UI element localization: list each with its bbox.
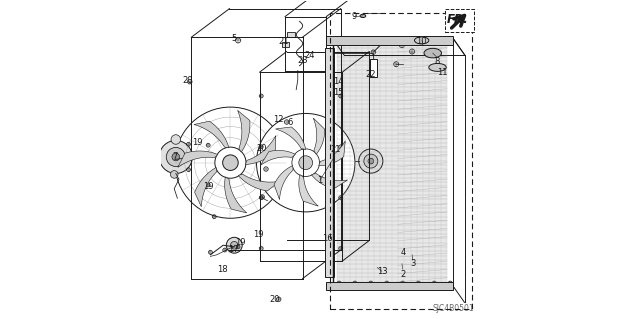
Bar (337, 44, 447, 282)
Ellipse shape (424, 48, 442, 58)
Polygon shape (238, 174, 280, 191)
Polygon shape (195, 167, 216, 207)
Circle shape (170, 171, 178, 178)
Circle shape (227, 237, 242, 253)
Polygon shape (178, 151, 218, 167)
Polygon shape (237, 110, 250, 152)
Text: 14: 14 (333, 77, 344, 86)
Circle shape (429, 50, 436, 56)
Circle shape (159, 140, 193, 174)
Ellipse shape (415, 37, 429, 44)
Text: 2: 2 (400, 270, 405, 279)
Text: 23: 23 (297, 56, 308, 65)
Text: 11: 11 (437, 68, 447, 77)
Text: 8: 8 (435, 56, 440, 65)
Text: 21: 21 (330, 145, 340, 154)
Bar (326, 282, 453, 290)
Bar (324, 48, 333, 277)
Bar (326, 36, 453, 45)
Text: 9: 9 (351, 12, 357, 21)
Circle shape (171, 135, 180, 144)
Text: 3: 3 (410, 259, 416, 268)
Circle shape (230, 241, 238, 249)
Text: 19: 19 (236, 238, 246, 247)
Bar (445, 9, 474, 33)
Circle shape (257, 114, 355, 212)
Text: FR.: FR. (447, 13, 468, 26)
Circle shape (419, 38, 424, 43)
Text: 20: 20 (182, 76, 193, 85)
Text: 6: 6 (287, 118, 293, 128)
Polygon shape (275, 127, 306, 149)
Bar (369, 59, 376, 77)
Polygon shape (245, 136, 276, 165)
Text: 10: 10 (417, 37, 427, 46)
Text: 7: 7 (172, 152, 177, 161)
Text: 24: 24 (305, 51, 315, 60)
Text: 19: 19 (253, 230, 263, 239)
Polygon shape (299, 174, 318, 206)
Polygon shape (274, 166, 293, 200)
Text: 22: 22 (365, 70, 376, 79)
Bar (282, 42, 289, 47)
Circle shape (359, 149, 383, 173)
Circle shape (166, 147, 186, 167)
Text: 16: 16 (322, 234, 333, 243)
Ellipse shape (429, 63, 446, 71)
Circle shape (223, 155, 238, 170)
Polygon shape (194, 121, 229, 148)
Polygon shape (260, 151, 295, 165)
Circle shape (172, 153, 180, 161)
Text: 15: 15 (333, 88, 344, 97)
Text: 4: 4 (401, 248, 406, 257)
Text: 18: 18 (217, 264, 227, 274)
Bar (330, 13, 472, 309)
Polygon shape (225, 177, 246, 213)
Text: 13: 13 (376, 267, 387, 276)
Text: 19: 19 (193, 137, 203, 146)
Circle shape (368, 158, 374, 164)
Polygon shape (313, 118, 324, 154)
Circle shape (435, 64, 441, 70)
Bar (287, 32, 294, 37)
Polygon shape (319, 141, 346, 166)
Text: 12: 12 (273, 115, 284, 124)
Polygon shape (312, 173, 348, 189)
Circle shape (364, 154, 378, 168)
Text: 17: 17 (228, 245, 239, 254)
Circle shape (299, 156, 312, 170)
Text: 20: 20 (256, 144, 266, 153)
Text: 5: 5 (231, 34, 236, 43)
Text: 1: 1 (317, 176, 323, 185)
Text: SJC4B0501: SJC4B0501 (433, 304, 474, 313)
Text: 21: 21 (278, 38, 289, 47)
Text: 19: 19 (204, 182, 214, 191)
Ellipse shape (360, 14, 365, 18)
Text: 20: 20 (269, 295, 280, 304)
